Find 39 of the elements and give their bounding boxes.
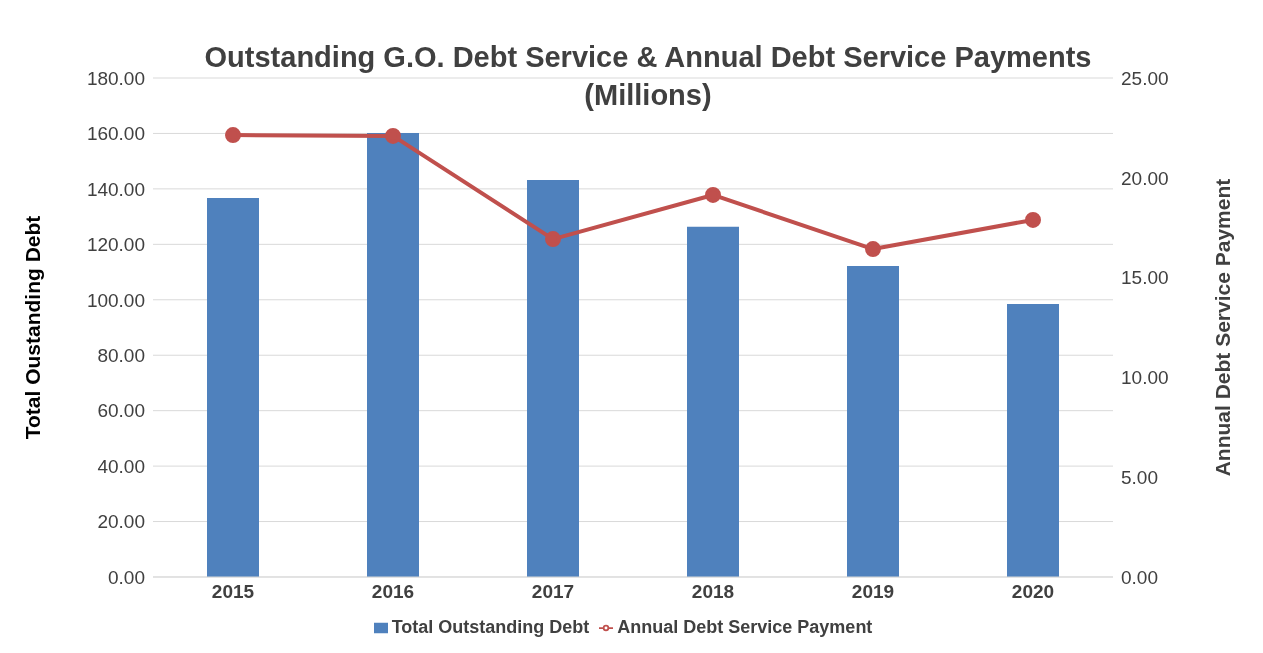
point (225, 127, 241, 144)
point (545, 231, 561, 248)
y2-tick-label: 10.00 (1121, 367, 1169, 389)
y-tick-label: 180.00 (86, 67, 145, 89)
point (385, 127, 401, 144)
y-tick-label: 120.00 (86, 234, 145, 256)
x-tick-label: 2015 (211, 581, 255, 603)
point (705, 186, 721, 203)
bar (207, 198, 259, 577)
chart-title: Outstanding G.O. Debt Service & Annual Debt Service Payments (Millions) (204, 41, 1092, 111)
bar (527, 180, 579, 577)
bar (687, 226, 739, 577)
y-tick-label: 140.00 (86, 178, 145, 200)
y2-tick-label: 20.00 (1121, 167, 1169, 189)
point (865, 241, 881, 258)
y-tick-label: 100.00 (86, 289, 145, 311)
bar (847, 265, 899, 577)
y2-tick-label: 15.00 (1121, 267, 1169, 289)
x-tick-label: 2016 (371, 581, 415, 603)
y2-tick-label: 25.00 (1121, 67, 1169, 89)
x-tick-label: 2019 (851, 581, 895, 603)
y-tick-label: 60.00 (97, 400, 145, 422)
x-tick-label: 2020 (1011, 581, 1055, 603)
y-axis-title: Total Oustanding Debt (21, 215, 45, 440)
y-tick-label: 160.00 (86, 123, 145, 145)
y-tick-label: 20.00 (97, 511, 145, 533)
x-tick-label: 2018 (691, 581, 735, 603)
y-tick-label: 80.00 (97, 344, 145, 366)
bar (1007, 303, 1059, 577)
y-tick-label: 0.00 (108, 566, 145, 588)
legend-label: Total Outstanding Debt (391, 617, 590, 637)
y-tick-label: 40.00 (97, 455, 145, 477)
y2-tick-label: 5.00 (1121, 466, 1158, 488)
x-tick-label: 2017 (531, 581, 575, 603)
legend-label: Annual Debt Service Payment (617, 617, 873, 637)
point (1025, 211, 1041, 228)
y2-tick-label: 0.00 (1121, 566, 1158, 588)
y2-axis-title: Annual Debt Service Payment (1211, 178, 1235, 477)
bar (367, 132, 419, 577)
